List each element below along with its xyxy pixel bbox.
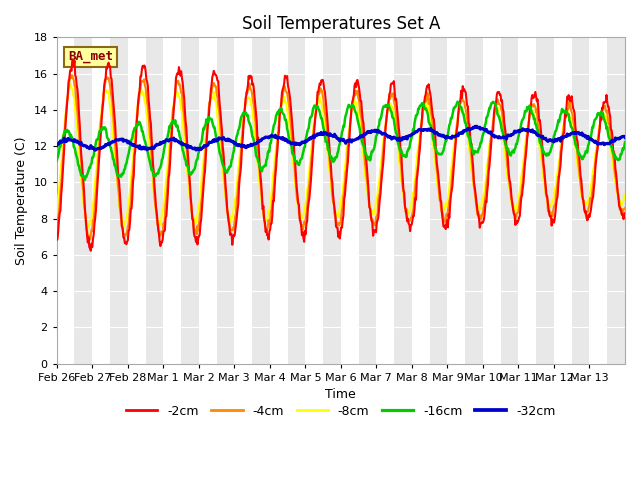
Bar xyxy=(607,37,625,364)
Bar xyxy=(394,37,412,364)
Bar xyxy=(323,37,341,364)
Y-axis label: Soil Temperature (C): Soil Temperature (C) xyxy=(15,136,28,265)
Bar xyxy=(110,37,128,364)
Bar xyxy=(518,37,536,364)
Bar xyxy=(341,37,358,364)
Bar xyxy=(216,37,234,364)
Bar xyxy=(92,37,110,364)
Bar xyxy=(429,37,447,364)
Bar xyxy=(287,37,305,364)
Bar xyxy=(252,37,270,364)
Bar xyxy=(376,37,394,364)
Bar xyxy=(554,37,572,364)
Bar xyxy=(74,37,92,364)
Bar xyxy=(500,37,518,364)
Bar xyxy=(57,37,74,364)
Bar xyxy=(465,37,483,364)
Bar xyxy=(572,37,589,364)
Bar xyxy=(270,37,287,364)
Bar xyxy=(234,37,252,364)
Bar xyxy=(305,37,323,364)
Bar xyxy=(447,37,465,364)
Text: BA_met: BA_met xyxy=(68,50,113,63)
Bar xyxy=(163,37,181,364)
Legend: -2cm, -4cm, -8cm, -16cm, -32cm: -2cm, -4cm, -8cm, -16cm, -32cm xyxy=(121,400,561,423)
Bar xyxy=(412,37,429,364)
Bar xyxy=(358,37,376,364)
Bar xyxy=(128,37,145,364)
Bar xyxy=(145,37,163,364)
X-axis label: Time: Time xyxy=(326,388,356,401)
Bar xyxy=(199,37,216,364)
Bar xyxy=(181,37,199,364)
Bar xyxy=(483,37,500,364)
Title: Soil Temperatures Set A: Soil Temperatures Set A xyxy=(242,15,440,33)
Bar xyxy=(536,37,554,364)
Bar xyxy=(589,37,607,364)
